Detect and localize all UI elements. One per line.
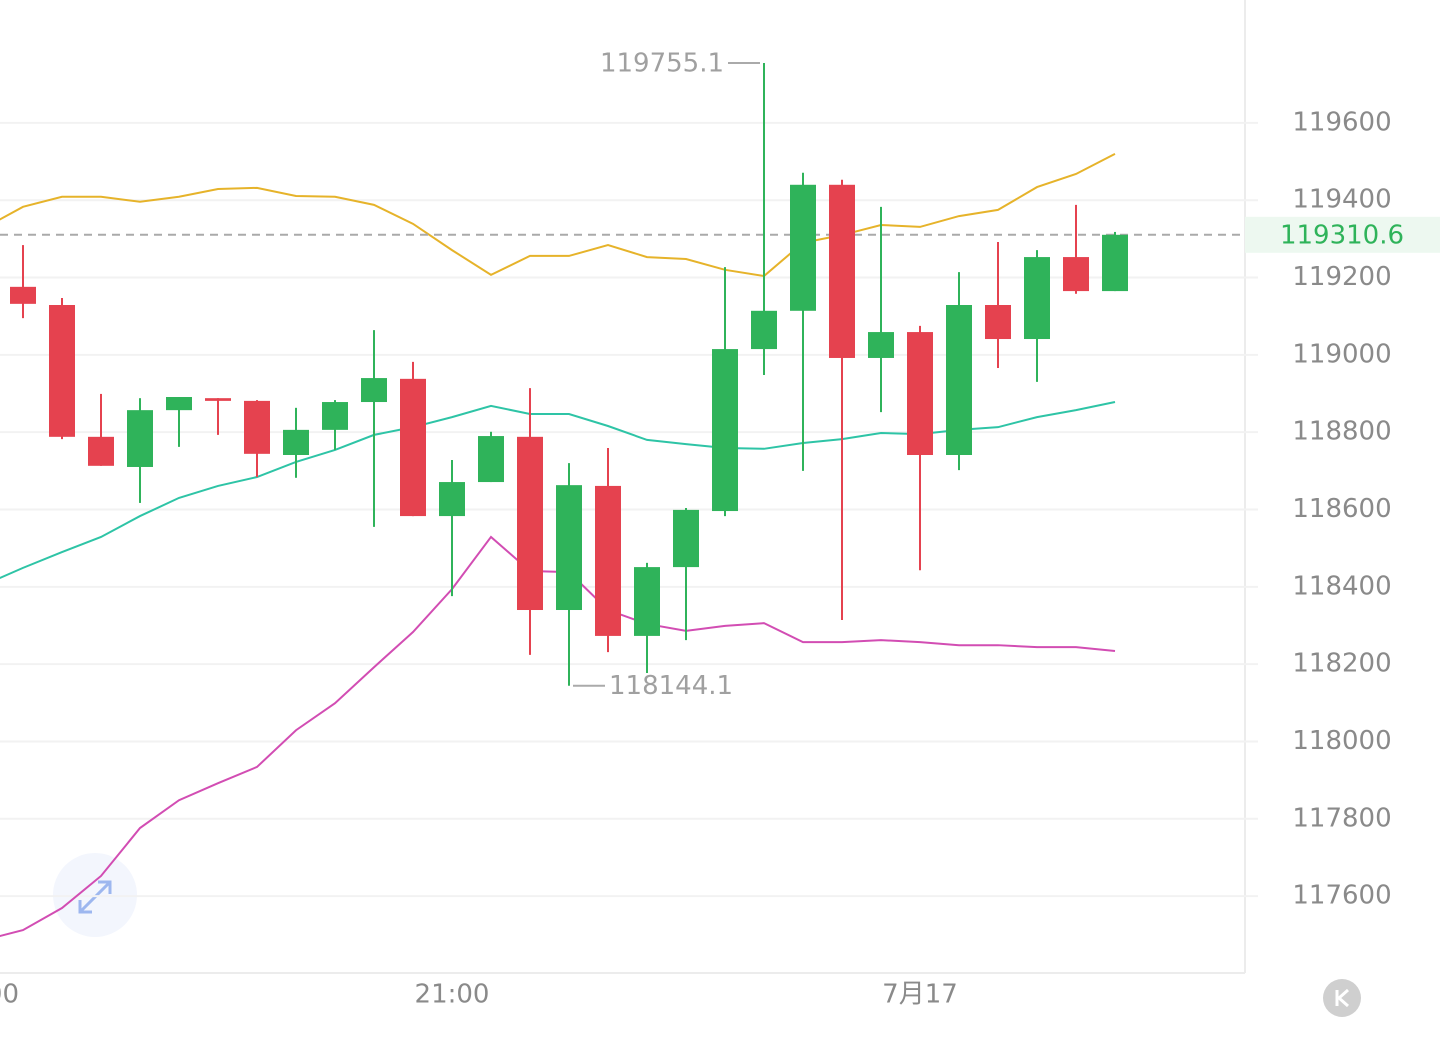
y-tick-label: 118000 bbox=[1292, 726, 1391, 756]
candle-body bbox=[517, 436, 543, 611]
candle-body bbox=[49, 305, 75, 437]
y-tick-label: 118200 bbox=[1292, 649, 1391, 679]
candle-body bbox=[946, 305, 972, 455]
candle-body bbox=[790, 184, 816, 311]
candle-body bbox=[634, 567, 660, 636]
candle-body bbox=[127, 410, 153, 467]
grid bbox=[0, 121, 1258, 898]
candle-body bbox=[283, 429, 309, 455]
candle-body bbox=[361, 378, 387, 403]
k-icon bbox=[1335, 988, 1349, 1008]
candle-body bbox=[322, 402, 348, 430]
candle-body bbox=[1024, 257, 1050, 340]
candle-body bbox=[88, 436, 114, 466]
candle-body bbox=[1102, 234, 1128, 292]
candle-body bbox=[166, 397, 192, 411]
candle-body bbox=[595, 485, 621, 636]
candle-body bbox=[1063, 257, 1089, 292]
candle-body bbox=[907, 332, 933, 455]
y-tick-label: 119200 bbox=[1292, 262, 1391, 292]
candle-body bbox=[985, 305, 1011, 340]
indicator-line bbox=[0, 152, 1116, 278]
candle-body bbox=[400, 378, 426, 517]
candle-body bbox=[244, 400, 270, 454]
y-tick-label: 119600 bbox=[1292, 107, 1391, 137]
x-tick-label: 7月17 bbox=[882, 980, 958, 1010]
k-button[interactable] bbox=[1323, 979, 1361, 1017]
k-button-bg bbox=[1323, 979, 1361, 1017]
candle-body bbox=[751, 310, 777, 350]
y-tick-label: 117600 bbox=[1292, 881, 1391, 911]
y-tick-label: 118600 bbox=[1292, 494, 1391, 524]
candle-body bbox=[868, 332, 894, 358]
current-price-box bbox=[1245, 216, 1440, 253]
candle-body bbox=[10, 286, 36, 304]
y-tick-label: 117800 bbox=[1292, 803, 1391, 833]
candle-body bbox=[556, 485, 582, 611]
candle-body bbox=[439, 482, 465, 517]
candle-body bbox=[478, 436, 504, 483]
candle-body bbox=[712, 349, 738, 512]
y-tick-label: 118400 bbox=[1292, 571, 1391, 601]
y-tick-label: 119400 bbox=[1292, 185, 1391, 215]
candle-body bbox=[673, 509, 699, 568]
x-tick-label: 21:00 bbox=[415, 980, 490, 1010]
candle-body bbox=[205, 398, 231, 401]
indicator-line bbox=[0, 535, 1116, 938]
y-tick-label: 119000 bbox=[1292, 339, 1391, 369]
current-price-label: 119310.6 bbox=[1280, 220, 1404, 250]
candle-body bbox=[829, 184, 855, 358]
x-tick-label: 00 bbox=[0, 980, 19, 1010]
low-annotation: 118144.1 bbox=[609, 671, 733, 701]
expand-button[interactable] bbox=[53, 853, 137, 937]
y-tick-label: 118800 bbox=[1292, 417, 1391, 447]
high-annotation: 119755.1 bbox=[600, 48, 724, 78]
candles bbox=[10, 62, 1128, 686]
